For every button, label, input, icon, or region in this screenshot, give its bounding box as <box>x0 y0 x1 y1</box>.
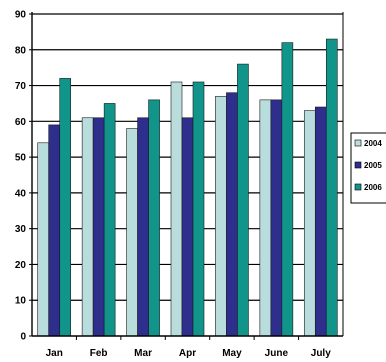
bar-2004-mar <box>126 128 138 337</box>
bar-2004-jan <box>37 142 50 337</box>
y-tick-label: 20 <box>15 260 27 271</box>
y-tick-label: 30 <box>15 224 27 235</box>
bar-2005-apr <box>181 117 194 337</box>
bar-2005-may <box>226 92 238 337</box>
bars <box>37 38 338 337</box>
y-tick-label: 90 <box>15 10 27 21</box>
bar-2006-may <box>237 63 249 337</box>
bar-2006-mar <box>148 99 160 337</box>
x-axis-ticks: Jan Feb Mar Apr May June July <box>46 336 331 359</box>
x-tick-label: July <box>311 348 331 359</box>
bar-2004-feb <box>81 117 94 337</box>
legend: 2004 2005 2006 <box>350 132 386 204</box>
bar-2005-july <box>314 106 327 337</box>
bar-2005-mar <box>137 117 149 337</box>
bar-2006-feb <box>103 103 116 337</box>
bar-2004-may <box>215 95 227 337</box>
x-tick-label: June <box>265 348 289 359</box>
legend-label-2005: 2005 <box>364 161 382 170</box>
legend-label-2006: 2006 <box>364 183 382 192</box>
bar-2006-july <box>325 38 338 337</box>
y-tick-label: 10 <box>15 296 27 307</box>
x-tick-label: Jan <box>46 348 63 359</box>
y-tick-label: 70 <box>15 81 27 92</box>
y-tick-label: 60 <box>15 117 27 128</box>
legend-label-2004: 2004 <box>364 139 382 148</box>
legend-swatch-2004 <box>354 139 362 147</box>
bar-2005-feb <box>92 117 105 337</box>
x-tick-label: Mar <box>134 348 152 359</box>
y-axis-ticks: 0 10 20 30 40 50 60 70 80 90 <box>15 10 32 343</box>
bar-2006-june <box>281 42 294 337</box>
bar-2006-apr <box>192 81 205 337</box>
bar-2004-apr <box>170 81 183 337</box>
y-tick-label: 50 <box>15 153 27 164</box>
x-tick-label: May <box>222 348 242 359</box>
y-tick-label: 40 <box>15 188 27 199</box>
y-tick-label: 80 <box>15 45 27 56</box>
x-tick-label: Apr <box>179 348 196 359</box>
legend-swatch-2006 <box>354 183 362 191</box>
bar-2005-jan <box>48 124 61 337</box>
x-tick-label: Feb <box>90 348 108 359</box>
bar-2004-july <box>303 110 316 337</box>
bar-2005-june <box>270 99 283 337</box>
bar-2004-june <box>259 99 272 337</box>
bar-2006-jan <box>59 78 72 337</box>
legend-swatch-2005 <box>354 161 362 169</box>
axes <box>31 12 344 337</box>
y-tick-label: 0 <box>20 332 26 343</box>
